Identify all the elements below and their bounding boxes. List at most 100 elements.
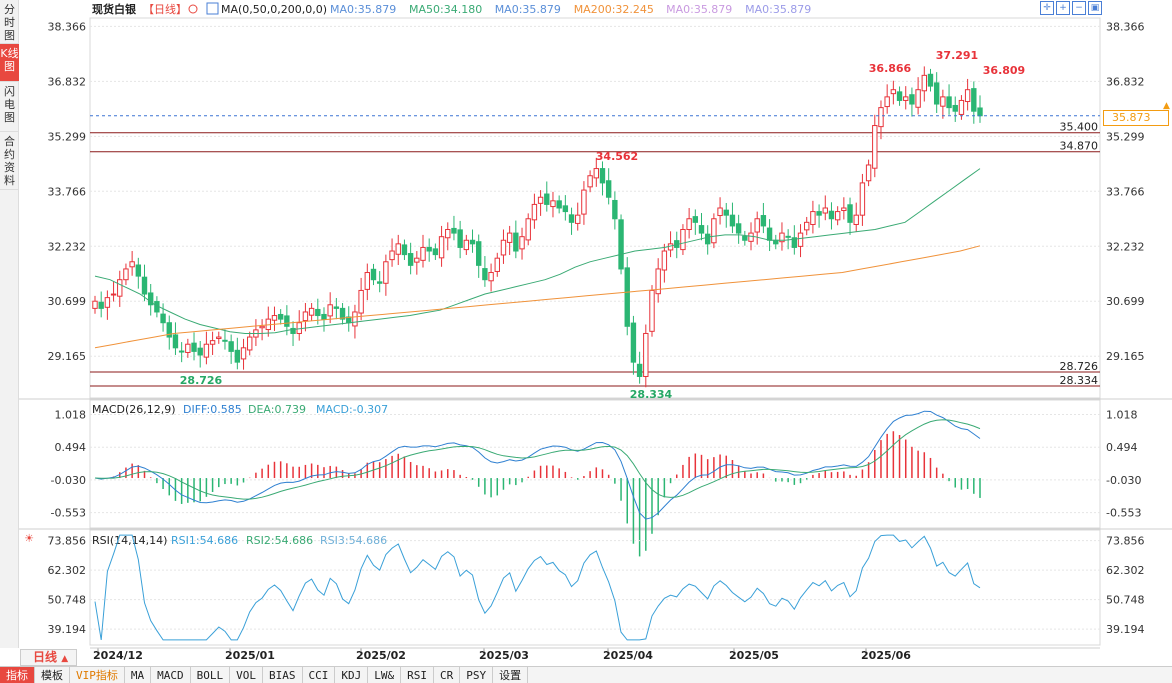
indicator-tab-5[interactable]: BOLL <box>191 667 231 683</box>
candle-body <box>222 339 228 342</box>
indicator-tab-3[interactable]: MA <box>125 667 152 683</box>
candle-body <box>940 96 946 107</box>
candle-body <box>172 334 179 349</box>
indicator-tab-4[interactable]: MACD <box>151 667 191 683</box>
fit-icon[interactable]: ▣ <box>1088 1 1102 15</box>
left-tab-3[interactable]: 合约资料 <box>0 132 19 190</box>
time-axis-label: 2025/05 <box>729 649 779 662</box>
candle-body <box>890 89 897 95</box>
left-tab-0[interactable]: 分时图 <box>0 0 19 44</box>
candle-body <box>847 204 853 223</box>
candle-body <box>581 189 587 215</box>
rsi-axis-label-left: 62.302 <box>48 564 87 577</box>
period-select-label: 日线 <box>33 650 58 664</box>
chart-title: 现货白银 <box>92 2 137 16</box>
candle-body <box>129 261 135 268</box>
rsi-axis-label-right: 39.194 <box>1106 623 1145 636</box>
rsi-axis-label-right: 50.748 <box>1106 594 1145 607</box>
macd-axis-label-left: 1.018 <box>55 408 87 421</box>
rsi-axis-label-right: 62.302 <box>1106 564 1145 577</box>
indicator-tab-1[interactable]: 模板 <box>35 667 70 683</box>
indicator-tab-7[interactable]: BIAS <box>263 667 303 683</box>
indicator-tab-9[interactable]: KDJ <box>335 667 369 683</box>
candle-body <box>841 207 847 212</box>
candle-body <box>958 99 965 115</box>
candle-body <box>203 343 210 358</box>
level-line-label: 28.334 <box>1060 374 1099 387</box>
candle-body <box>711 218 717 244</box>
candle-body <box>445 229 451 239</box>
price-annotation: 36.809 <box>983 64 1025 77</box>
price-axis-label-left: 30.699 <box>48 295 87 308</box>
candle-body <box>766 227 773 241</box>
candle-body <box>643 332 649 377</box>
macd-diff-line <box>94 410 981 520</box>
price-axis-label-left: 36.832 <box>48 75 87 88</box>
indicator-tab-14[interactable]: 设置 <box>493 667 529 683</box>
candle-body <box>587 175 593 188</box>
candle-body <box>717 207 723 217</box>
candle-body <box>482 268 488 281</box>
left-tab-1[interactable]: K线图 <box>0 44 19 82</box>
zoom-out-icon[interactable]: − <box>1072 1 1086 15</box>
indicator-tab-8[interactable]: CCI <box>303 667 336 683</box>
panel-border-2 <box>89 529 1101 646</box>
candle-body <box>971 88 977 112</box>
panel-border-1 <box>89 399 1101 529</box>
candle-body <box>624 267 630 327</box>
indicator-tab-6[interactable]: VOL <box>230 667 263 683</box>
candle-body <box>822 207 828 214</box>
candle-body <box>952 104 958 112</box>
indicator-tab-13[interactable]: PSY <box>460 667 494 683</box>
candle-body <box>735 223 742 234</box>
macd-title: MACD(26,12,9) <box>92 403 176 416</box>
crosshair-icon[interactable]: ✛ <box>1040 1 1054 15</box>
indicator-tab-0[interactable]: 指标 <box>0 667 35 683</box>
candle-body <box>476 241 482 266</box>
candle-body <box>339 307 346 320</box>
candle-body <box>302 311 309 322</box>
candle-body <box>401 244 408 256</box>
candle-body <box>760 215 767 227</box>
price-axis-label-left: 33.766 <box>48 185 87 198</box>
last-price-badge: 35.873 <box>1103 110 1169 126</box>
ma-params: MA(0,50,0,200,0,0) <box>221 3 327 16</box>
candle-body <box>395 243 401 255</box>
time-axis-label: 2025/01 <box>225 649 275 662</box>
candle-body <box>160 313 166 324</box>
candle-body <box>500 239 507 256</box>
candle-body <box>723 209 729 216</box>
candle-body <box>562 205 569 213</box>
price-axis-label-right: 35.299 <box>1106 130 1145 143</box>
indicator-tab-10[interactable]: LW& <box>368 667 402 683</box>
chart-canvas[interactable]: 38.366 38.366 36.832 36.832 35.299 35.299 33.7… <box>0 0 1172 666</box>
candle-body <box>791 237 798 248</box>
zoom-in-icon[interactable]: + <box>1056 1 1070 15</box>
candle-body <box>661 250 668 271</box>
candle-body <box>259 325 265 329</box>
candle-body <box>513 232 519 252</box>
candle-body <box>884 96 890 108</box>
price-axis-label-right: 29.165 <box>1106 350 1145 363</box>
indicator-tab-2[interactable]: VIP指标 <box>70 667 125 683</box>
level-line-label: 34.870 <box>1060 140 1099 153</box>
candle-body <box>742 235 748 241</box>
candle-body <box>686 218 692 231</box>
candle-body <box>98 301 104 309</box>
candle-body <box>921 74 928 92</box>
macd-value-label: MACD:-0.307 <box>316 403 388 416</box>
candle-body <box>915 89 921 108</box>
candle-body <box>878 107 884 128</box>
indicator-tab-12[interactable]: CR <box>434 667 461 683</box>
candle-body <box>556 200 562 209</box>
rsi-line <box>94 534 981 641</box>
candle-body <box>828 210 835 220</box>
candle-body <box>525 218 531 241</box>
candle-body <box>865 164 872 182</box>
candle-body <box>612 199 618 220</box>
indicator-tab-11[interactable]: RSI <box>401 667 434 683</box>
candle-body <box>352 311 358 327</box>
candle-body <box>748 232 754 242</box>
period-select[interactable]: 日线 ▲ <box>20 649 77 666</box>
left-tab-2[interactable]: 闪电图 <box>0 82 19 132</box>
